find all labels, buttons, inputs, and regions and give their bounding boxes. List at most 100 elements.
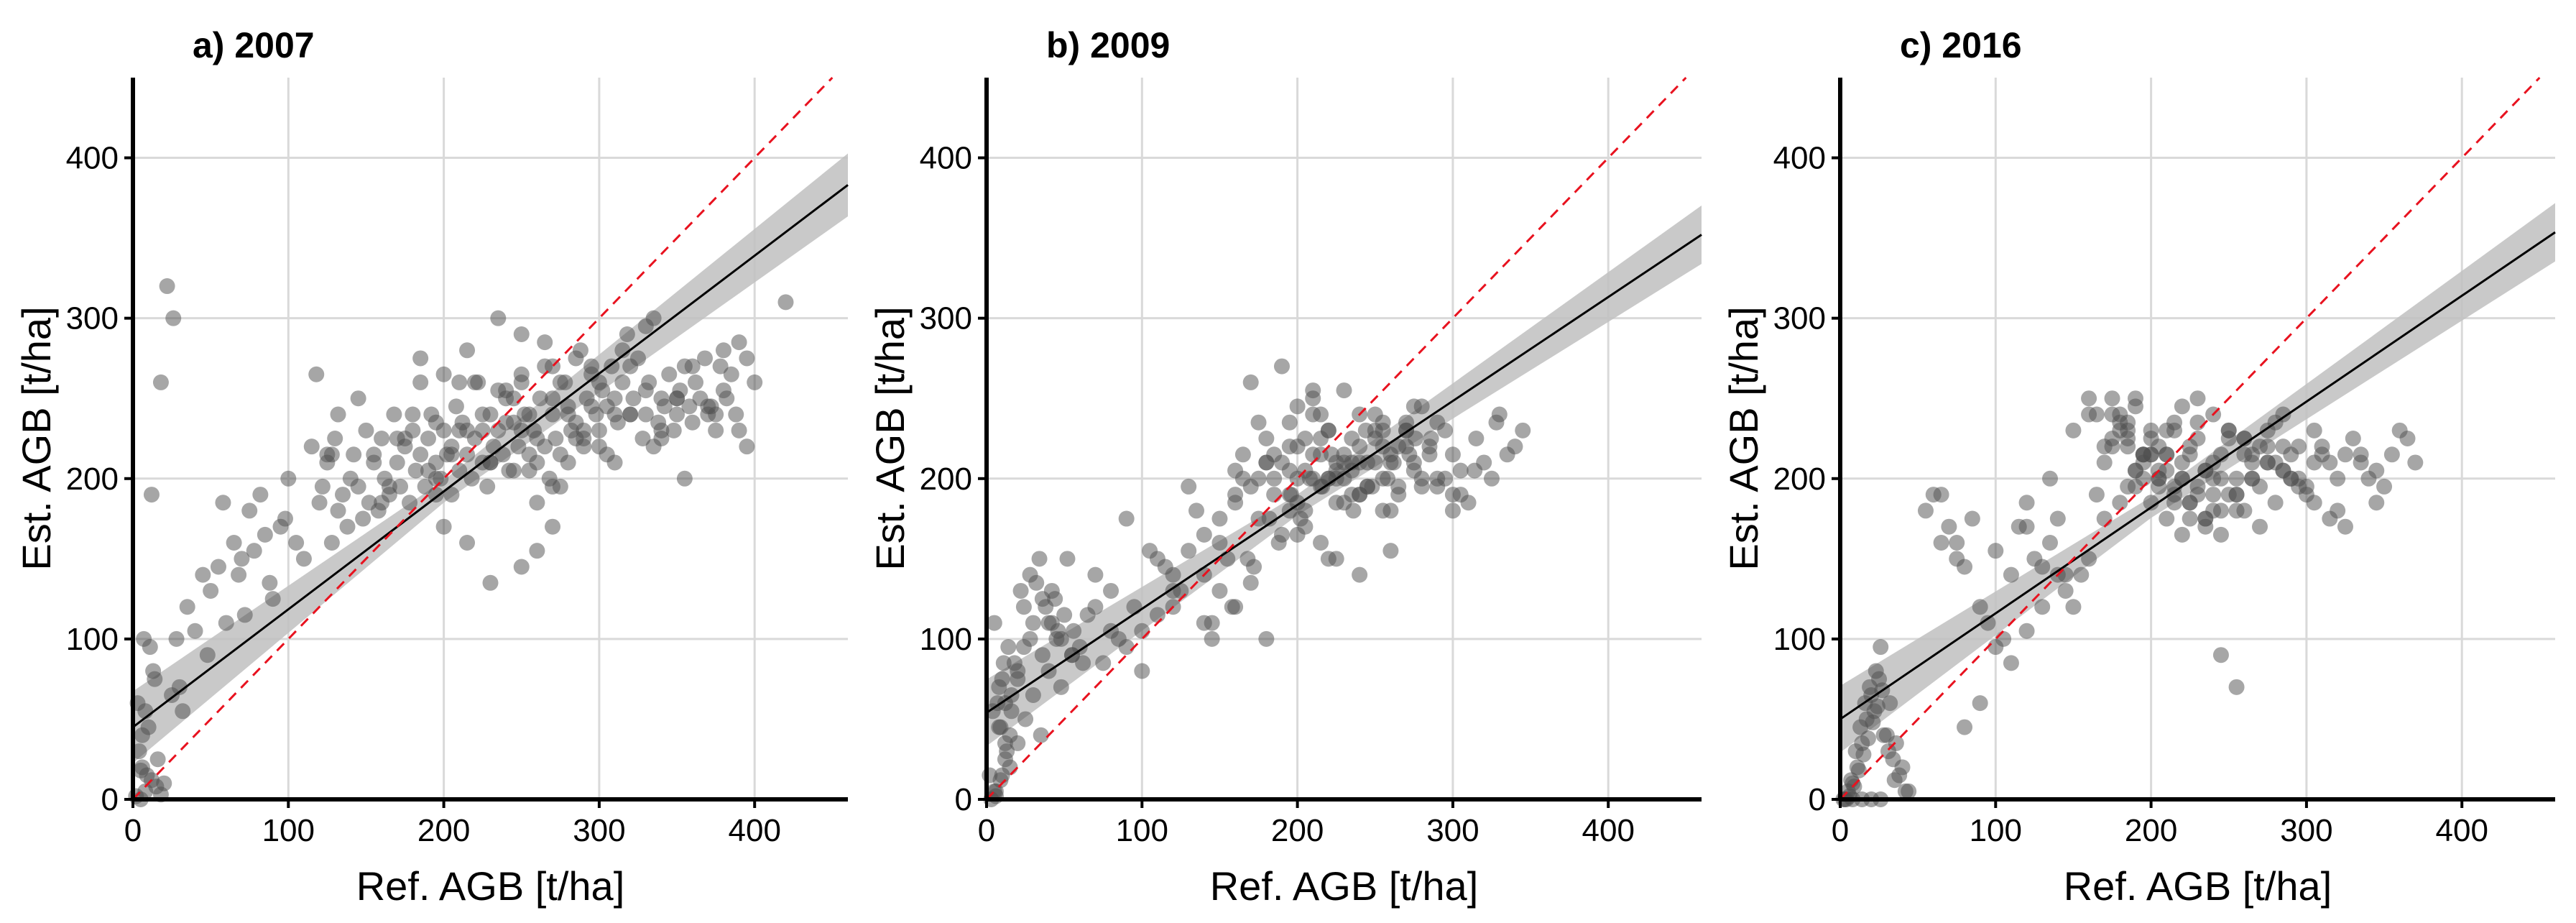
data-point [2189, 414, 2206, 431]
data-point [1234, 446, 1251, 463]
data-point [210, 559, 226, 575]
data-point [195, 566, 211, 583]
data-point [374, 431, 390, 446]
data-point [634, 431, 651, 446]
data-point [355, 510, 371, 527]
panel-b-one-to-one-line [985, 76, 1687, 801]
data-point [994, 671, 1010, 687]
data-point [2159, 422, 2175, 438]
panel-b-xtick-label-3: 300 [1426, 813, 1479, 848]
data-point [280, 470, 297, 487]
panel-b-xlabel: Ref. AGB [t/ha] [1210, 863, 1479, 909]
data-point [2267, 495, 2284, 511]
data-point [2166, 495, 2183, 511]
data-point [1901, 783, 1917, 799]
data-point [1258, 630, 1275, 647]
data-point [1059, 551, 1076, 567]
panel-c-ytick-label-1: 100 [1773, 622, 1826, 657]
data-point [1873, 639, 1889, 656]
data-point [366, 446, 382, 463]
data-point [728, 406, 744, 423]
data-point [2236, 446, 2253, 463]
data-point [2096, 454, 2113, 471]
data-point [1405, 398, 1422, 415]
data-point [498, 414, 514, 431]
panel-b-ytick-label-0: 0 [955, 782, 972, 817]
data-point [1352, 438, 1368, 455]
panel-c-regression-line [1839, 231, 2556, 720]
data-point [2376, 478, 2393, 495]
data-point [1855, 746, 1872, 763]
data-point [1261, 510, 1278, 527]
data-point [2182, 495, 2198, 511]
panel-a-xtick-label-2: 200 [417, 813, 470, 848]
data-point [2182, 446, 2198, 463]
data-point [1134, 623, 1150, 639]
data-point [2166, 478, 2183, 495]
data-point [614, 342, 631, 359]
data-point [2034, 599, 2051, 615]
data-point [1188, 502, 1205, 519]
data-point [2174, 398, 2190, 415]
data-point [1886, 772, 1903, 789]
panel-b-ytick-label-2: 200 [920, 462, 972, 497]
data-point [389, 454, 405, 471]
data-point [1246, 559, 1262, 575]
data-point [319, 446, 336, 463]
panel-c-axes [1838, 78, 2555, 802]
data-point [1211, 582, 1228, 599]
data-point [1860, 730, 1876, 747]
panel-a-title: a) 2007 [193, 25, 315, 65]
data-point [2189, 390, 2206, 407]
panel-a-ytick-label-3: 300 [66, 301, 119, 336]
data-point [1273, 358, 1290, 375]
data-point [1390, 438, 1407, 455]
data-point [2112, 495, 2128, 511]
data-point [684, 358, 701, 375]
data-point [1053, 679, 1069, 695]
data-point [199, 647, 216, 663]
data-point [697, 350, 713, 367]
data-point [1468, 431, 1485, 446]
data-point [1507, 438, 1523, 455]
data-point [510, 438, 527, 455]
data-point [246, 543, 262, 559]
data-point [1066, 623, 1082, 639]
data-point [1250, 414, 1267, 431]
panel-c-xtick-label-0: 0 [1832, 813, 1849, 848]
data-point [1227, 487, 1244, 503]
data-point [156, 775, 172, 791]
data-point [2228, 679, 2245, 695]
data-point [614, 374, 631, 390]
data-point [2135, 446, 2151, 463]
data-point [1452, 462, 1469, 479]
data-point [560, 406, 576, 423]
data-point [637, 318, 654, 334]
data-point [443, 487, 460, 503]
data-point [2104, 390, 2120, 407]
data-point [1917, 502, 1934, 519]
data-point [236, 607, 253, 623]
panel-c-ticks: 0 100 200 300 400 0 100 200 300 400 [1773, 141, 2488, 848]
data-point [2275, 438, 2291, 455]
data-point [1957, 719, 1973, 735]
data-point [1196, 615, 1212, 631]
data-point [1324, 446, 1340, 463]
panel-a-ticks: 0 100 200 300 400 0 100 200 300 400 [66, 141, 781, 848]
data-point [1289, 438, 1306, 455]
data-point [2057, 582, 2074, 599]
data-point [1359, 454, 1375, 471]
data-point [2368, 495, 2385, 511]
data-point [1385, 454, 1402, 471]
data-point [1423, 431, 1439, 446]
data-point [215, 495, 231, 511]
data-point [1964, 510, 1980, 527]
data-point [1850, 762, 1867, 779]
data-point [1882, 695, 1898, 712]
data-point [719, 390, 735, 407]
data-point [1149, 607, 1165, 623]
data-point [1211, 510, 1228, 527]
data-point [2003, 655, 2019, 671]
data-point [521, 406, 537, 423]
data-point [1344, 487, 1360, 503]
